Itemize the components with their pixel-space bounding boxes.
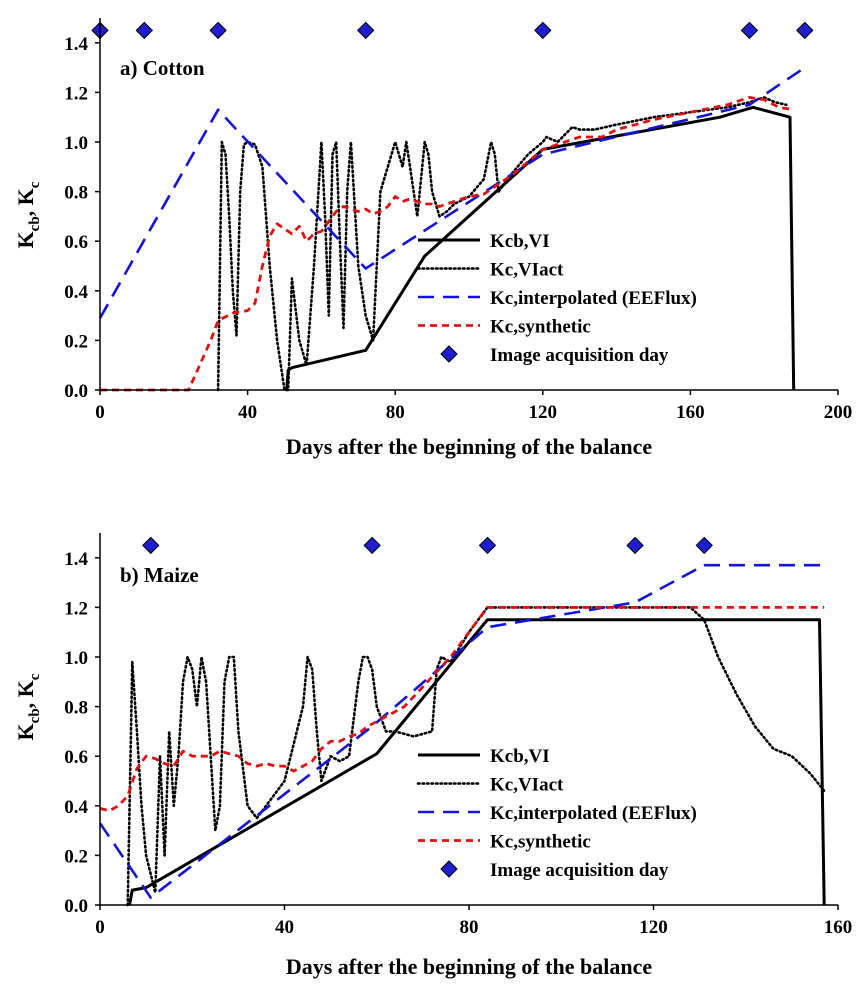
- panel-title: b) Maize: [120, 563, 199, 587]
- y-axis-label: Kcb, Kc: [13, 181, 43, 248]
- acquisition-marker: [796, 21, 814, 40]
- legend-label: Kc,interpolated (EEFlux): [490, 288, 697, 309]
- acquisition-marker: [695, 536, 713, 555]
- acquisition-marker: [135, 21, 153, 40]
- maize-panel: b) Maize 0.0 0.2 0.4 0.6 0.8 1.0 1.2 1.4 0 40 80 12…: [13, 533, 852, 979]
- x-tick-label: 80: [460, 917, 479, 938]
- y-tick-label: 0.6: [64, 232, 88, 253]
- acquisition-marker: [356, 21, 375, 40]
- y-tick-label: 1.2: [64, 83, 88, 104]
- y-tick-label: 0.8: [64, 183, 88, 204]
- series-line-3: [100, 96, 794, 392]
- y-tick-label: 1.0: [64, 648, 88, 669]
- series-line-1: [216, 96, 788, 392]
- y-tick-label: 0.6: [64, 747, 88, 768]
- acquisition-marker: [626, 536, 644, 555]
- y-tick-label: 1.4: [64, 549, 88, 570]
- y-axis-label-main: K: [13, 231, 38, 248]
- y-tick-label: 1.4: [64, 34, 88, 55]
- acquisition-marker: [363, 536, 381, 555]
- legend-label: Kcb,VI: [490, 231, 550, 252]
- cotton-panel: a) Cotton 0.0 0.2 0.4 0.6 0.8 1.0 1.2 1.4 0 40 80 1…: [13, 18, 852, 459]
- x-tick-label: 160: [676, 402, 705, 423]
- y-axis-label-sub1: cb: [27, 216, 43, 231]
- legend-swatch: [440, 345, 458, 363]
- y-axis-label-sep: , K: [13, 680, 38, 708]
- axes: 0.0 0.2 0.4 0.6 0.8 1.0 1.2 1.4 0 40 80 120 160 200: [64, 18, 852, 423]
- acquisition-marker: [142, 536, 160, 555]
- y-axis-label: Kcb, Kc: [13, 673, 43, 740]
- x-tick-label: 0: [95, 402, 105, 423]
- legend: Kcb,VI Kc,VIact Kc,interpolated (EEFlux) Kc…: [416, 231, 697, 366]
- plot-lines: [98, 536, 826, 907]
- y-axis-label-sep: , K: [13, 188, 38, 216]
- legend-label: Kc,VIact: [490, 775, 564, 796]
- acquisition-marker: [478, 536, 497, 555]
- y-tick-label: 1.0: [64, 133, 88, 154]
- acquisition-marker: [740, 21, 759, 40]
- plot-lines: [91, 21, 814, 392]
- y-axis-label-sub2: c: [27, 673, 43, 680]
- series-line-0: [128, 618, 826, 906]
- acquisition-marker: [209, 21, 227, 40]
- x-axis-label: Days after the beginning of the balance: [286, 434, 652, 459]
- y-tick-label: 0.4: [64, 282, 88, 303]
- series-line-3: [99, 606, 825, 813]
- x-tick-label: 160: [824, 917, 853, 938]
- legend-label: Kc,interpolated (EEFlux): [490, 803, 697, 824]
- x-tick-label: 0: [95, 917, 105, 938]
- legend-label: Kc,VIact: [490, 260, 564, 281]
- legend: Kcb,VI Kc,VIact Kc,interpolated (EEFlux) Kc…: [416, 746, 697, 881]
- x-tick-label: 40: [275, 917, 294, 938]
- y-tick-label: 0.8: [64, 698, 88, 719]
- x-tick-label: 120: [639, 917, 668, 938]
- y-tick-label: 1.2: [64, 598, 88, 619]
- y-axis-label-sub2: c: [27, 181, 43, 188]
- x-tick-label: 40: [238, 402, 257, 423]
- series-line-1: [126, 606, 826, 907]
- x-tick-label: 200: [824, 402, 853, 423]
- y-tick-label: 0.0: [64, 896, 88, 917]
- legend-label: Kc,synthetic: [490, 832, 591, 853]
- x-tick-label: 80: [386, 402, 405, 423]
- y-tick-label: 0.2: [64, 846, 88, 867]
- x-axis-label: Days after the beginning of the balance: [286, 954, 652, 979]
- legend-label: Kc,synthetic: [490, 317, 591, 338]
- y-axis-label-main: K: [13, 723, 38, 740]
- legend-swatch: [440, 860, 458, 878]
- y-tick-label: 0.4: [64, 797, 88, 818]
- legend-label: Image acquisition day: [490, 860, 669, 881]
- legend-label: Kcb,VI: [490, 746, 550, 767]
- series-line-2: [98, 563, 825, 899]
- y-tick-label: 0.0: [64, 381, 88, 402]
- y-axis-label-sub1: cb: [27, 708, 43, 723]
- panel-title: a) Cotton: [120, 56, 205, 80]
- legend-label: Image acquisition day: [490, 345, 669, 366]
- x-tick-label: 120: [529, 402, 558, 423]
- series-line-2: [98, 66, 806, 319]
- axes: 0.0 0.2 0.4 0.6 0.8 1.0 1.2 1.4 0 40 80 120 160: [64, 533, 852, 938]
- y-tick-label: 0.2: [64, 331, 88, 352]
- acquisition-marker: [534, 21, 552, 40]
